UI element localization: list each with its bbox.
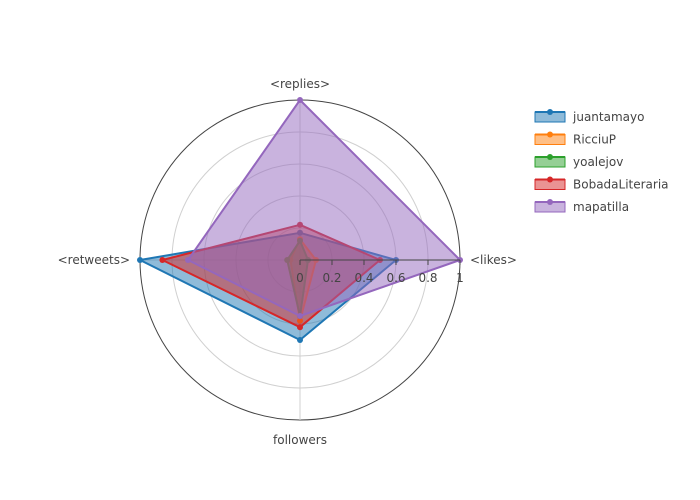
radial-tick-label: 0.8 <box>418 271 437 285</box>
data-point[interactable] <box>137 257 143 263</box>
legend-item-mapatilla[interactable]: mapatilla <box>534 199 629 214</box>
legend-marker <box>547 199 553 205</box>
data-point[interactable] <box>159 257 166 263</box>
legend-label: RicciuP <box>573 133 616 147</box>
data-point[interactable] <box>297 313 303 319</box>
legend-marker <box>547 154 553 160</box>
legend-item-BobadaLiteraria[interactable]: BobadaLiteraria <box>534 176 669 192</box>
data-point[interactable] <box>297 97 303 103</box>
radial-tick-label: 0.4 <box>354 271 373 285</box>
legend-marker <box>547 131 553 138</box>
angular-axis-label: <retweets> <box>58 253 130 267</box>
radial-tick-label: 0 <box>296 271 304 285</box>
legend-label: BobadaLiteraria <box>573 178 669 192</box>
series-layer <box>137 97 463 343</box>
legend-label: mapatilla <box>573 200 629 214</box>
legend-marker <box>547 176 553 183</box>
legend[interactable]: juantamayo RicciuP yoalejov BobadaLiteraria… <box>534 109 669 214</box>
legend-item-RicciuP[interactable]: RicciuP <box>534 131 616 147</box>
axis-label-layer: <likes> <replies> <retweets> followers <box>58 77 517 447</box>
angular-axis-label: followers <box>273 433 327 447</box>
data-point[interactable] <box>297 337 303 343</box>
data-point[interactable] <box>185 257 191 263</box>
legend-label: juantamayo <box>572 110 644 124</box>
legend-marker <box>547 109 553 115</box>
series-mapatilla[interactable] <box>185 97 463 319</box>
radial-tick-label: 0.2 <box>322 271 341 285</box>
radial-tick-label: 0.6 <box>386 271 405 285</box>
legend-item-juantamayo[interactable]: juantamayo <box>534 109 644 124</box>
angular-axis-label: <replies> <box>270 77 330 91</box>
legend-label: yoalejov <box>573 155 623 169</box>
radial-tick-layer: 0 0.2 0.4 0.6 0.8 1 <box>296 259 464 285</box>
legend-item-yoalejov[interactable]: yoalejov <box>534 154 623 169</box>
radial-tick-label: 1 <box>456 271 464 285</box>
data-point[interactable] <box>297 324 303 331</box>
angular-axis-label: <likes> <box>470 253 517 267</box>
